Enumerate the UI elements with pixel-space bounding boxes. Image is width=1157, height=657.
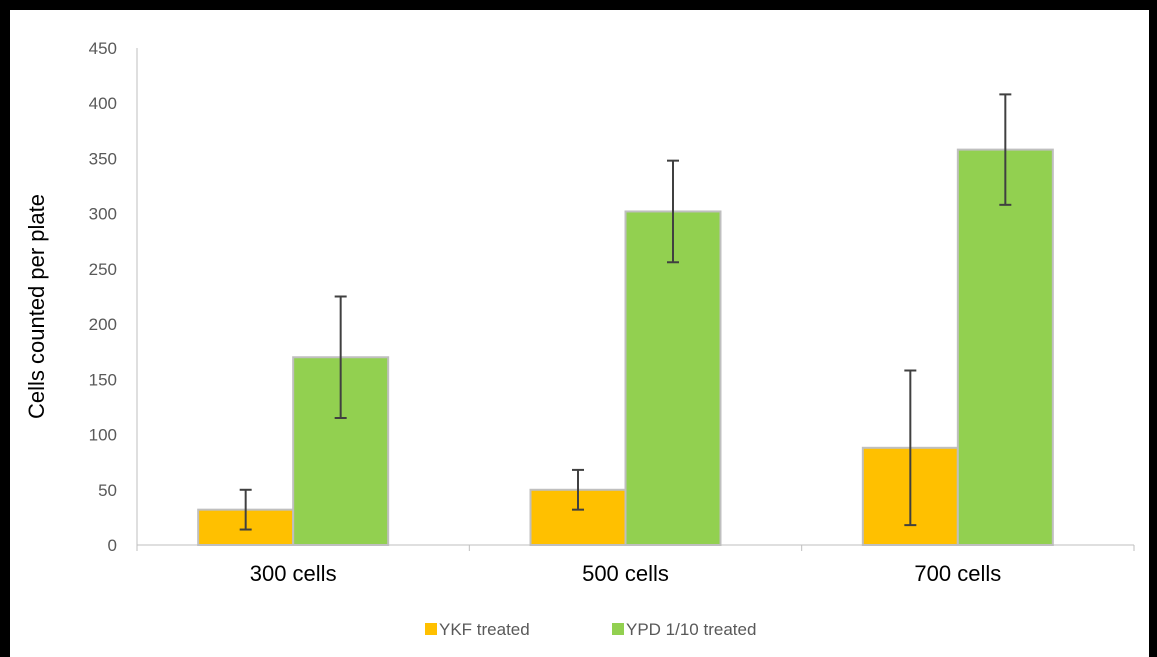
- bar: [956, 148, 1054, 546]
- bars: [197, 148, 1054, 547]
- legend: YKF treated YPD 1/10 treated: [425, 620, 756, 639]
- x-tick-label: 300 cells: [250, 561, 337, 586]
- y-tick-label: 0: [108, 536, 117, 555]
- error-bars: [239, 93, 1012, 531]
- y-tick-label: 350: [89, 149, 117, 168]
- y-tick-label: 250: [89, 260, 117, 279]
- x-axis: 300 cells 500 cells 700 cells: [136, 544, 1135, 586]
- legend-swatch: [612, 623, 624, 635]
- y-axis: 0 50 100 150 200 250 300 350 400 450: [89, 39, 138, 555]
- bar: [624, 210, 722, 547]
- y-tick-label: 100: [89, 426, 117, 445]
- legend-label: YKF treated: [439, 620, 530, 639]
- y-tick-label: 50: [98, 481, 117, 500]
- y-axis-title: Cells counted per plate: [24, 194, 49, 419]
- chart-area: 0 50 100 150 200 250 300 350 400 450 300 cells 500…: [10, 10, 1149, 657]
- y-tick-label: 200: [89, 315, 117, 334]
- y-tick-label: 400: [89, 94, 117, 113]
- y-tick-label: 150: [89, 370, 117, 389]
- bar-chart: 0 50 100 150 200 250 300 350 400 450 300 cells 500…: [24, 39, 1135, 639]
- legend-label: YPD 1/10 treated: [626, 620, 756, 639]
- y-tick-label: 300: [89, 205, 117, 224]
- x-tick-label: 500 cells: [582, 561, 669, 586]
- legend-swatch: [425, 623, 437, 635]
- y-tick-label: 450: [89, 39, 117, 58]
- x-tick-label: 700 cells: [914, 561, 1001, 586]
